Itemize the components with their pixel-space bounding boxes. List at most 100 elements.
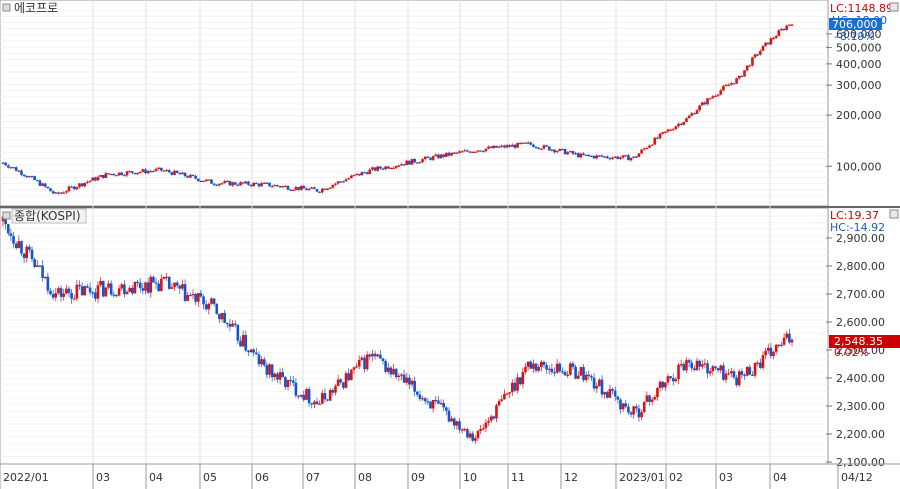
candle-body: [732, 83, 736, 85]
candle-body: [104, 173, 108, 178]
candle-body: [247, 181, 250, 185]
candle-body: [315, 401, 319, 405]
candle-body: [743, 70, 746, 77]
candle-body: [468, 151, 472, 153]
candle-body: [328, 390, 332, 401]
candle-body: [247, 350, 250, 353]
candle-body: [12, 236, 15, 244]
candle-body: [43, 183, 47, 187]
candle-body: [724, 84, 728, 87]
candle-body: [510, 144, 514, 147]
candle-body: [99, 280, 102, 286]
candle-body: [479, 428, 482, 431]
candle-body: [270, 186, 274, 188]
candle-body: [38, 180, 42, 186]
candle-body: [20, 170, 23, 175]
candle-body: [547, 146, 551, 151]
candle-body: [772, 351, 775, 357]
candle-body: [497, 401, 501, 406]
candle-body: [513, 382, 517, 391]
candle-body: [199, 180, 203, 183]
candle-body: [500, 145, 504, 147]
candle-body: [94, 177, 97, 181]
candle-body: [83, 286, 87, 296]
candle-body: [637, 153, 641, 157]
bottom-panel-menu-icon[interactable]: [889, 209, 899, 219]
candle-body: [233, 182, 237, 185]
candle-body: [579, 367, 583, 376]
candle-body: [160, 167, 163, 171]
bottom-y-tick-label: 2,800.00: [836, 260, 885, 273]
candle-body: [524, 366, 527, 373]
candle-body: [83, 182, 87, 187]
candle-body: [54, 293, 58, 298]
candle-body: [526, 142, 530, 144]
candle-body: [123, 284, 126, 295]
candle-body: [714, 95, 717, 98]
candle-body: [125, 171, 129, 176]
candle-body: [769, 38, 773, 45]
top-panel-menu-icon[interactable]: [889, 2, 899, 12]
bottom-panel-icon[interactable]: [2, 211, 11, 220]
candle-body: [756, 362, 759, 364]
candle-body: [154, 282, 158, 284]
candle-body: [423, 398, 427, 402]
candle-body: [167, 276, 171, 289]
candle-body: [397, 375, 401, 378]
candle-body: [12, 167, 15, 169]
candle-body: [241, 335, 245, 347]
candle-body: [526, 361, 530, 367]
candle-body: [225, 180, 229, 183]
candle-body: [104, 287, 108, 297]
candle-body: [220, 183, 224, 185]
candle-body: [360, 172, 364, 176]
candle-body: [421, 159, 424, 163]
candle-body: [764, 350, 767, 356]
candle-body: [632, 406, 635, 415]
candle-body: [550, 149, 554, 151]
candle-body: [160, 278, 163, 291]
candle-body: [788, 333, 791, 343]
candle-body: [355, 366, 358, 368]
candle-body: [405, 377, 409, 383]
candle-body: [49, 290, 52, 295]
candle-body: [466, 429, 469, 438]
candle-body: [429, 401, 432, 409]
candle-body: [59, 192, 63, 194]
candle-body: [503, 393, 506, 400]
candle-body: [648, 395, 651, 402]
candle-body: [284, 185, 287, 188]
candle-body: [537, 147, 540, 149]
candle-body: [215, 303, 219, 314]
candle-body: [339, 379, 343, 383]
candle-body: [645, 147, 649, 150]
top-panel-icon[interactable]: [2, 3, 11, 12]
candle-body: [400, 164, 403, 166]
candle-body: [743, 374, 746, 377]
candle-body: [260, 183, 263, 187]
candle-body: [379, 166, 382, 169]
top-panel-title: 에코프로: [14, 1, 58, 15]
candle-body: [331, 184, 335, 188]
candle-body: [431, 399, 435, 409]
candle-body: [334, 386, 337, 393]
candle-body: [70, 292, 73, 299]
candle-body: [547, 368, 551, 370]
candle-body: [141, 169, 145, 172]
candle-body: [268, 182, 271, 187]
candle-body: [138, 171, 142, 174]
candle-body: [41, 265, 44, 279]
candle-body: [782, 337, 786, 345]
candle-body: [474, 151, 477, 153]
candle-body: [223, 312, 226, 323]
candle-body: [101, 280, 105, 297]
candle-body: [719, 365, 723, 371]
candle-body: [695, 360, 699, 371]
candle-body: [331, 390, 335, 393]
candle-body: [510, 382, 514, 393]
candle-body: [569, 363, 572, 375]
candle-body: [365, 172, 369, 174]
candle-body: [518, 377, 522, 385]
candle-body: [363, 172, 366, 174]
candle-body: [210, 179, 213, 184]
